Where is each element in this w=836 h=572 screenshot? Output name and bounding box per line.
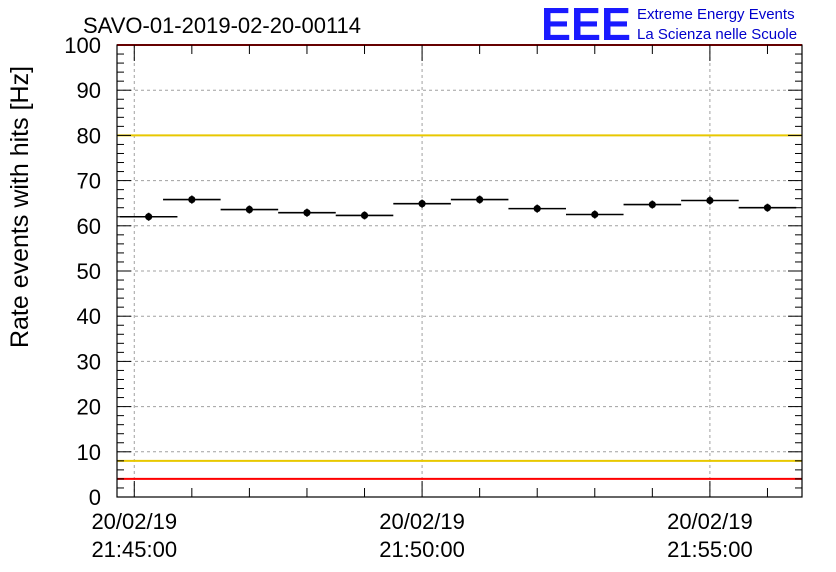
data-point — [533, 205, 541, 213]
x-tick-date: 20/02/19 — [379, 509, 465, 534]
data-points — [119, 195, 797, 221]
data-point — [591, 210, 599, 219]
data-point — [648, 200, 656, 209]
logo-mark: EEE — [541, 0, 631, 50]
eee-logo: EEE Extreme Energy Events La Scienza nel… — [541, 0, 797, 50]
y-tick-label: 10 — [77, 440, 101, 465]
data-point — [245, 205, 253, 214]
data-point — [188, 195, 196, 204]
y-axis-label: Rate events with hits [Hz] — [6, 66, 34, 348]
y-tick-label: 30 — [77, 349, 101, 374]
x-tick-date: 20/02/19 — [667, 509, 753, 534]
grid-layer — [117, 45, 802, 497]
logo-line-1: Extreme Energy Events — [637, 6, 795, 23]
x-tick-time: 21:45:00 — [91, 537, 177, 562]
y-tick-label: 100 — [64, 33, 101, 58]
data-point — [303, 209, 311, 217]
y-tick-label: 80 — [77, 123, 101, 148]
x-tick-date: 20/02/19 — [91, 509, 177, 534]
data-point — [145, 213, 153, 221]
y-tick-label: 60 — [77, 214, 101, 239]
axis-ticks — [117, 44, 802, 498]
y-tick-label: 50 — [77, 259, 101, 284]
chart-title: SAVO-01-2019-02-20-00114 — [83, 13, 361, 38]
data-point — [360, 211, 369, 220]
y-tick-label: 0 — [89, 485, 101, 510]
tick-labels: 0 10 20 30 40 50 60 70 80 90 100 20/02/19 21:45:00 20… — [64, 33, 752, 562]
data-point — [706, 196, 714, 205]
data-point — [476, 195, 484, 204]
data-point — [763, 204, 772, 212]
y-tick-label: 40 — [77, 304, 101, 329]
logo-line-2: La Scienza nelle Scuole — [637, 26, 797, 43]
x-tick-time: 21:50:00 — [379, 537, 465, 562]
reference-lines — [117, 44, 802, 480]
y-tick-label: 20 — [77, 395, 101, 420]
x-tick-time: 21:55:00 — [667, 537, 753, 562]
data-point — [418, 200, 426, 208]
y-tick-label: 70 — [77, 169, 101, 194]
y-tick-label: 90 — [77, 78, 101, 103]
